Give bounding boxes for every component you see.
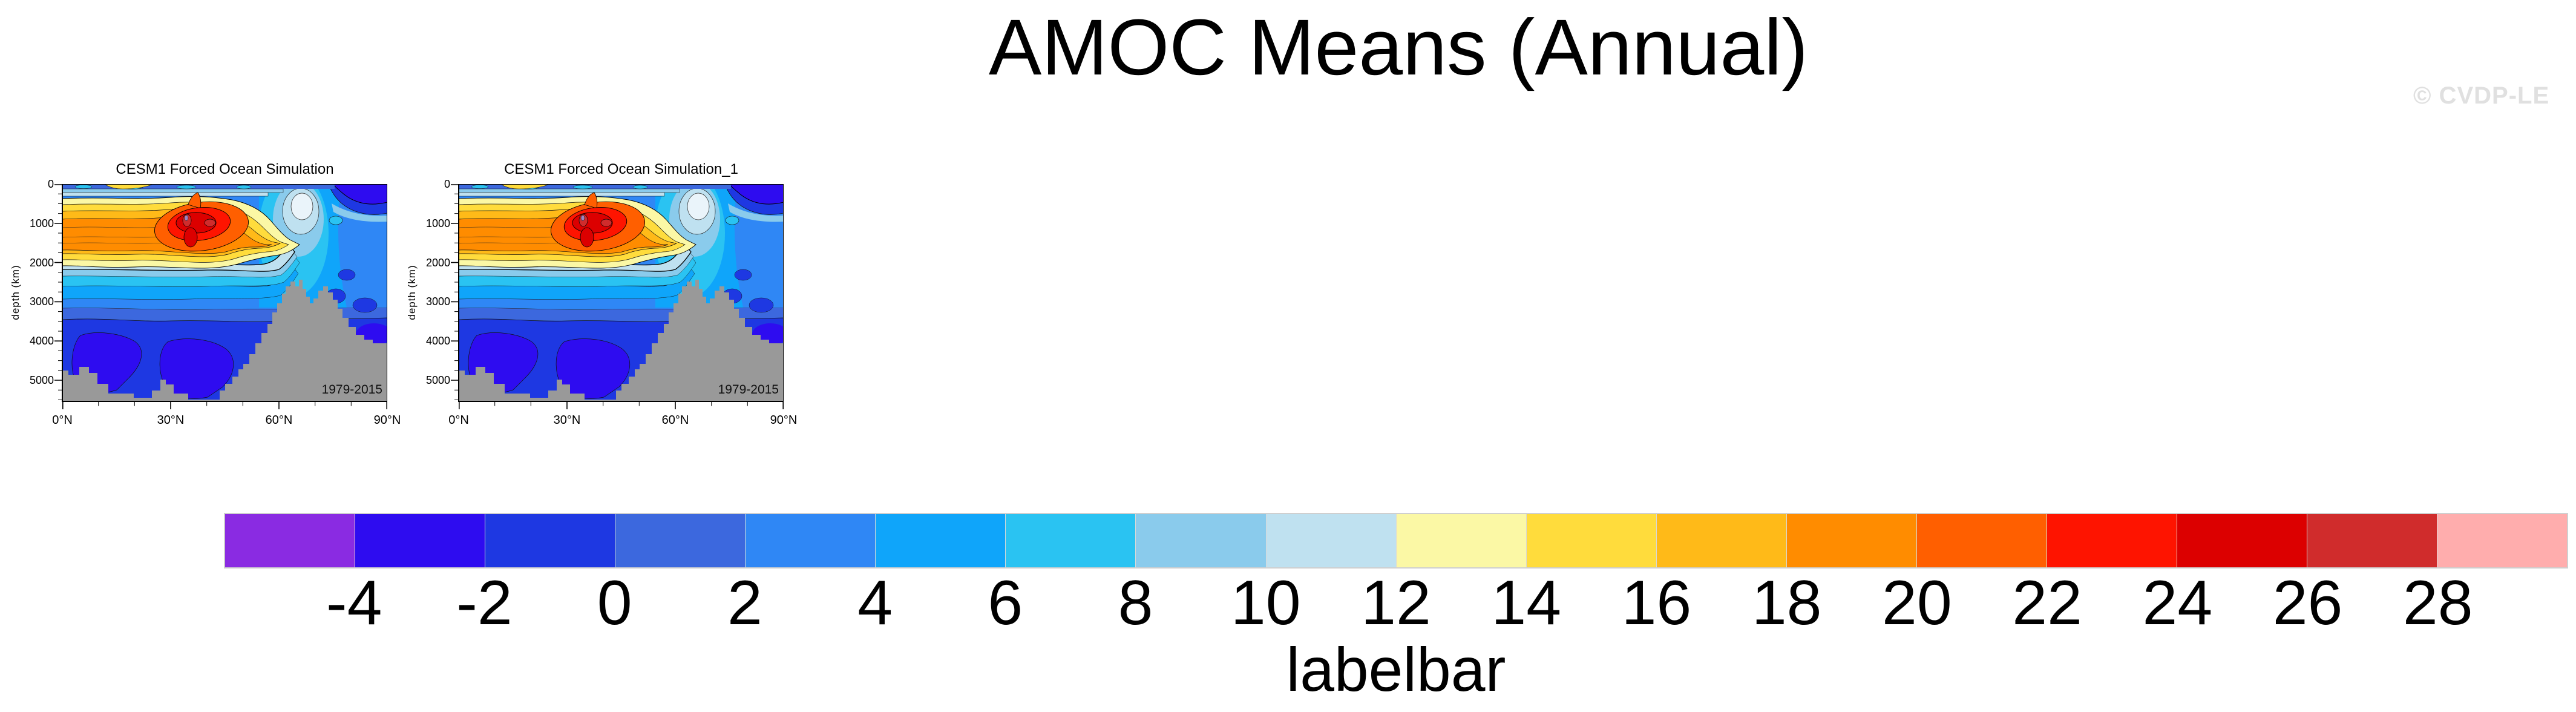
labelbar-tick-label: 6: [988, 568, 1023, 638]
y-tick-label: 5000: [29, 374, 54, 386]
period-label: 1979-2015: [321, 383, 382, 397]
y-tick-label: 0: [444, 178, 450, 190]
x-tick-label: 30°N: [157, 414, 185, 427]
labelbar-segment: [615, 514, 746, 567]
labelbar-segment: [225, 514, 356, 567]
labelbar-tick-label: 14: [1491, 568, 1562, 638]
labelbar-tick-label: 10: [1230, 568, 1301, 638]
y-tick-label: 3000: [425, 295, 450, 308]
period-label: 1979-2015: [718, 383, 779, 397]
labelbar-tick-row: -4 -2 0 2 4 6 8 10 12 14 16 18 20 22 24 26 28: [224, 569, 2568, 638]
x-tick-label: 0°N: [448, 414, 469, 427]
x-tick-label: 60°N: [661, 414, 689, 427]
labelbar-tick-label: 8: [1118, 568, 1153, 638]
x-tick-label: 60°N: [265, 414, 293, 427]
amoc-contour-plot: [54, 184, 387, 410]
watermark-cvdp-le: © CVDP-LE: [2413, 82, 2550, 109]
panel-title: CESM1 Forced Ocean Simulation_1: [504, 161, 738, 177]
labelbar-segment: [1136, 514, 1267, 567]
labelbar-tick-label: 12: [1361, 568, 1431, 638]
page-title: AMOC Means (Annual): [988, 2, 1809, 91]
labelbar-tick-label: 16: [1621, 568, 1692, 638]
y-tick-label: 5000: [425, 374, 450, 386]
labelbar-segment: [355, 514, 486, 567]
labelbar-tick-label: 22: [2012, 568, 2082, 638]
y-tick-label: 0: [47, 178, 54, 190]
labelbar-segment: [876, 514, 1006, 567]
labelbar-caption: labelbar: [1286, 635, 1506, 704]
labelbar-segment: [1396, 514, 1527, 567]
labelbar-tick-label: 4: [857, 568, 893, 638]
labelbar-segment: [2437, 514, 2568, 567]
labelbar-segment: [1786, 514, 1917, 567]
labelbar-tick-label: 26: [2272, 568, 2343, 638]
labelbar-segment: [1006, 514, 1136, 567]
x-tick-label: 90°N: [770, 414, 798, 427]
labelbar-segment: [1266, 514, 1397, 567]
y-tick-label: 1000: [425, 217, 450, 229]
labelbar-tick-label: -4: [326, 568, 382, 638]
x-tick-label: 0°N: [52, 414, 73, 427]
labelbar-tick-label: -2: [456, 568, 513, 638]
labelbar-segment: [746, 514, 876, 567]
labelbar-tick-label: 18: [1751, 568, 1822, 638]
x-tick-label: 90°N: [373, 414, 401, 427]
labelbar-segment: [2177, 514, 2307, 567]
labelbar-segment: [1656, 514, 1787, 567]
labelbar-segment: [2047, 514, 2177, 567]
y-tick-label: 4000: [425, 335, 450, 348]
labelbar-segment: [485, 514, 616, 567]
y-tick-label: 2000: [425, 256, 450, 269]
labelbar-tick-label: 28: [2402, 568, 2473, 638]
labelbar-tick-label: 2: [727, 568, 762, 638]
y-tick-label: 2000: [29, 256, 54, 269]
y-axis-title: depth (km): [10, 265, 21, 320]
panel-title: CESM1 Forced Ocean Simulation: [116, 161, 334, 177]
y-axis-title: depth (km): [406, 265, 418, 320]
x-tick-label: 30°N: [553, 414, 581, 427]
y-tick-label: 4000: [29, 335, 54, 348]
labelbar-tick-label: 0: [597, 568, 632, 638]
labelbar-swatches: [224, 513, 2568, 569]
y-tick-label: 1000: [29, 217, 54, 229]
amoc-contour-plot: [450, 184, 784, 410]
labelbar: -4 -2 0 2 4 6 8 10 12 14 16 18 20 22 24 26 28 labelbar: [224, 513, 2568, 700]
labelbar-tick-label: 20: [1882, 568, 1952, 638]
labelbar-segment: [1526, 514, 1657, 567]
labelbar-segment: [1916, 514, 2047, 567]
labelbar-tick-label: 24: [2142, 568, 2213, 638]
y-tick-label: 3000: [29, 295, 54, 308]
labelbar-segment: [2307, 514, 2438, 567]
